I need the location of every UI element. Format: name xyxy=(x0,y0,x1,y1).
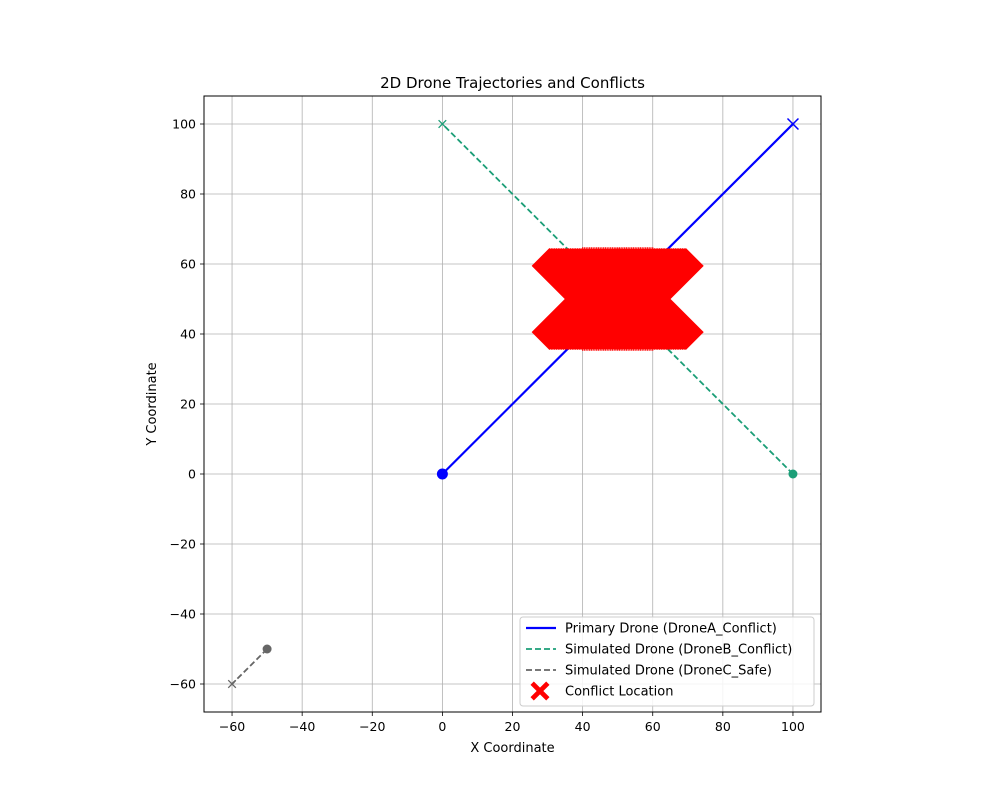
x-tick-label: −60 xyxy=(219,719,245,734)
legend: Primary Drone (DroneA_Conflict) Simulated… xyxy=(519,616,815,707)
legend-label-2: Simulated Drone (DroneC_Safe) xyxy=(565,664,772,679)
x-tick-label: 60 xyxy=(645,719,661,734)
y-tick-label: −20 xyxy=(170,537,196,552)
y-tick-label: −40 xyxy=(170,607,196,622)
y-tick-label: 100 xyxy=(172,117,196,132)
markers xyxy=(227,117,799,689)
legend-label-1: Simulated Drone (DroneB_Conflict) xyxy=(565,643,792,658)
end-marker-0 xyxy=(786,117,799,131)
start-marker-1 xyxy=(788,469,798,479)
start-marker-0 xyxy=(436,468,448,480)
y-tick-label: 40 xyxy=(180,327,196,342)
y-tick-label: 80 xyxy=(180,187,196,202)
x-axis-label: X Coordinate xyxy=(470,741,554,756)
x-tick-label: 80 xyxy=(715,719,731,734)
x-tick-label: 20 xyxy=(505,719,521,734)
legend-label-0: Primary Drone (DroneA_Conflict) xyxy=(565,622,777,637)
legend-label-conflict: Conflict Location xyxy=(565,685,673,700)
series-line-2 xyxy=(231,648,268,685)
ticks: −60 −40 −20 0 20 40 60 80 100 −60 −40 −20 0 20 40 60 80 1… xyxy=(170,117,805,735)
x-tick-label: −40 xyxy=(289,719,315,734)
legend-swatch-conflict xyxy=(530,681,550,701)
end-marker-1 xyxy=(438,119,447,129)
start-marker-2 xyxy=(262,644,272,654)
x-tick-label: 40 xyxy=(575,719,591,734)
legend-box xyxy=(519,616,815,707)
y-tick-label: 0 xyxy=(188,467,196,482)
chart-title: 2D Drone Trajectories and Conflicts xyxy=(380,74,645,92)
x-tick-label: 0 xyxy=(438,719,446,734)
y-tick-label: −60 xyxy=(170,677,196,692)
y-tick-label: 20 xyxy=(180,397,196,412)
y-axis-label: Y Coordinate xyxy=(145,362,160,446)
x-tick-label: 100 xyxy=(781,719,805,734)
x-tick-label: −20 xyxy=(359,719,385,734)
y-tick-label: 60 xyxy=(180,257,196,272)
conflict-layer xyxy=(531,247,704,351)
end-marker-2 xyxy=(227,679,237,689)
